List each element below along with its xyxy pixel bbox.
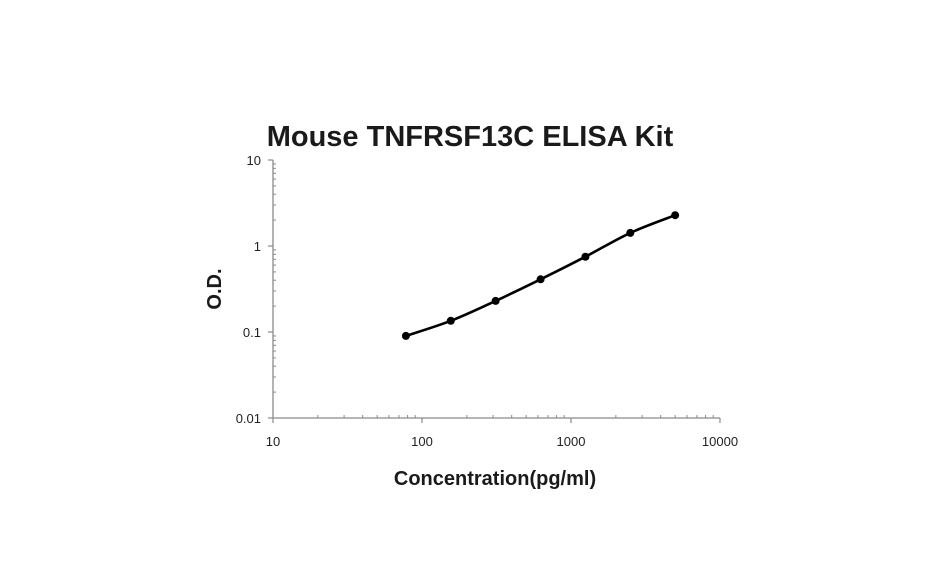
minor-ticks-group xyxy=(273,163,714,418)
series-group xyxy=(401,211,680,340)
y-axis-label: O.D. xyxy=(204,268,226,309)
x-tick-label: 1000 xyxy=(557,434,586,449)
axes-group xyxy=(272,160,720,419)
data-point xyxy=(671,211,680,220)
data-point xyxy=(446,316,455,325)
major-ticks-group xyxy=(268,159,721,423)
data-point xyxy=(536,275,545,284)
data-point xyxy=(401,331,410,340)
data-point xyxy=(581,252,590,261)
tick-labels-group: 10 100 1000 10000 10 1 0.1 0.01 xyxy=(236,153,738,449)
y-tick-label: 0.1 xyxy=(243,325,261,340)
y-tick-label: 10 xyxy=(247,153,261,168)
chart-title: Mouse TNFRSF13C ELISA Kit xyxy=(267,121,674,153)
x-tick-label: 10000 xyxy=(702,434,738,449)
x-tick-label: 10 xyxy=(266,434,280,449)
data-point xyxy=(491,296,500,305)
y-tick-label: 1 xyxy=(254,239,261,254)
y-tick-label: 0.01 xyxy=(236,411,261,426)
x-tick-label: 100 xyxy=(411,434,433,449)
x-axis-label: Concentration(pg/ml) xyxy=(394,468,596,490)
data-point xyxy=(626,228,635,237)
